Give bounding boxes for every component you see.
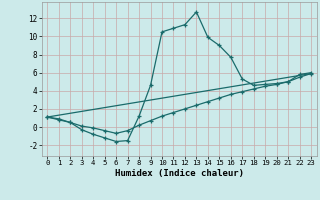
X-axis label: Humidex (Indice chaleur): Humidex (Indice chaleur)	[115, 169, 244, 178]
